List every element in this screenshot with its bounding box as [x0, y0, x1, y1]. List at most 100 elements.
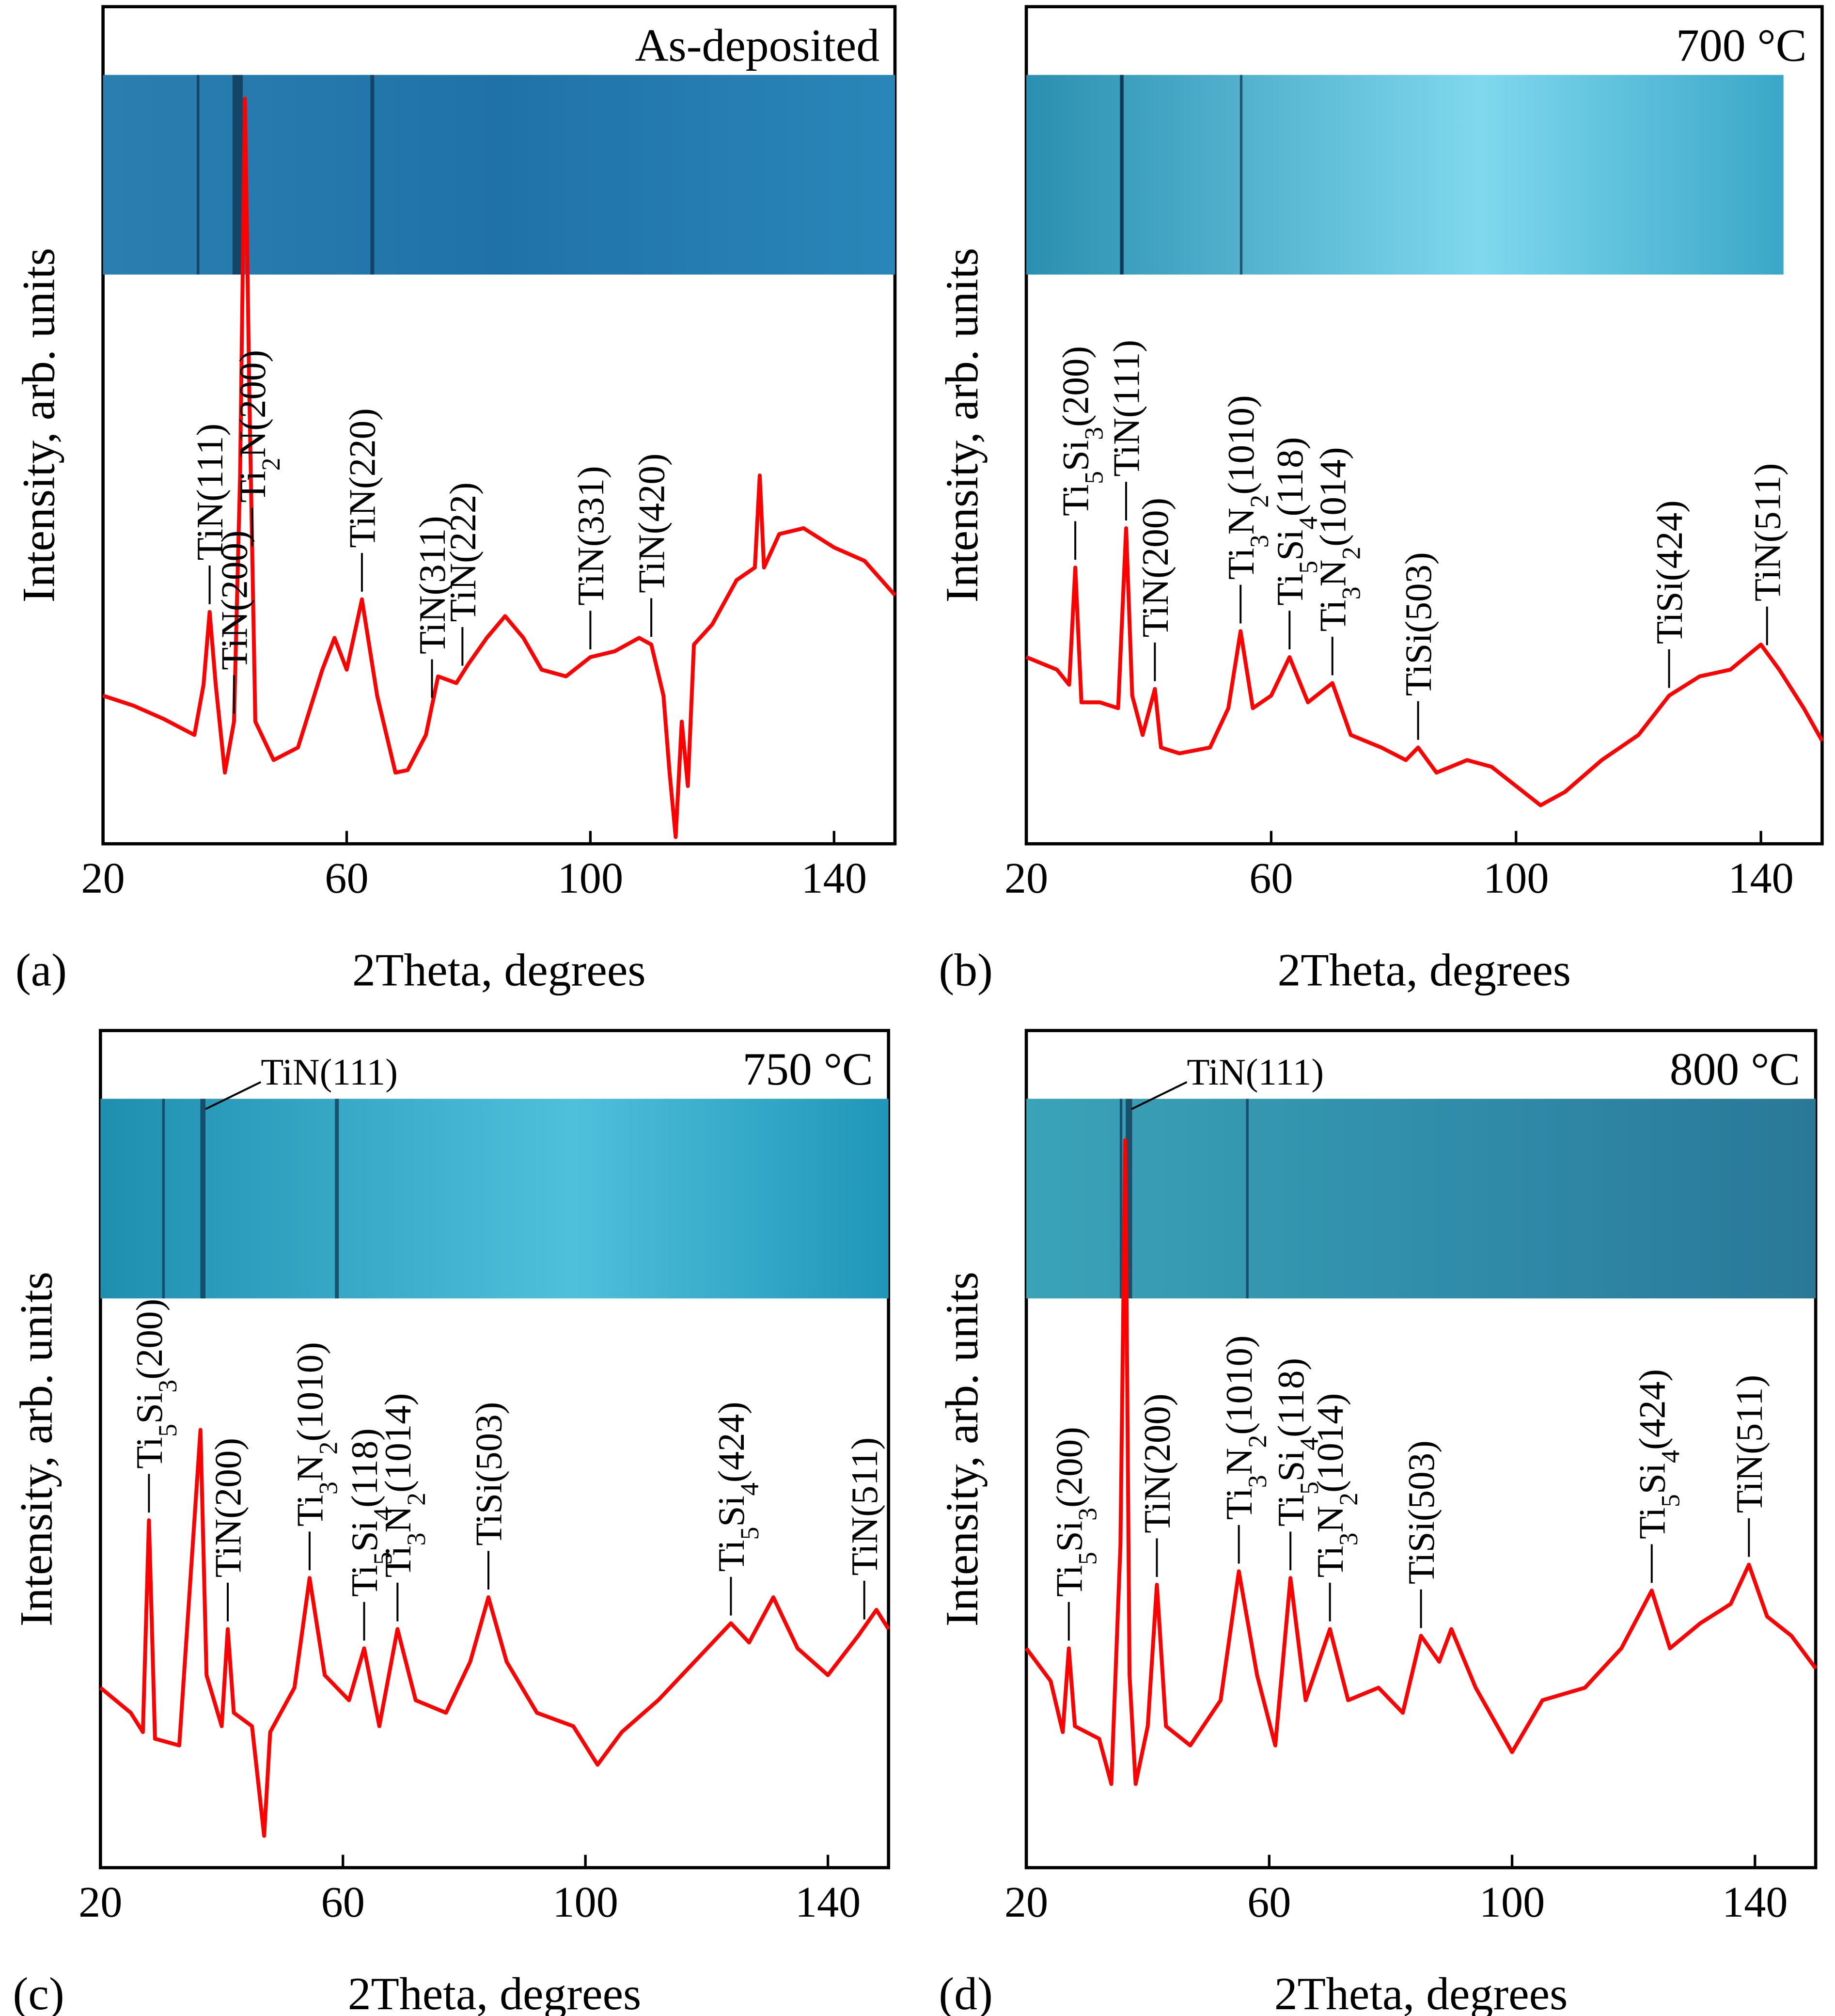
- text-run: TiN(111): [189, 424, 231, 561]
- peak-label: Ti5Si4(118): [1270, 1358, 1324, 1527]
- peak-label: TiN(331): [570, 466, 612, 605]
- text-run: Si: [710, 1496, 752, 1527]
- x-tick-label: 140: [795, 1877, 861, 1926]
- x-axis-label: 2Theta, degrees: [348, 1968, 642, 2016]
- xrd-line: [1024, 1138, 1818, 1786]
- peak-label: TiN(420): [631, 453, 673, 593]
- panel-label: (b): [939, 944, 993, 995]
- x-axis-label: 2Theta, degrees: [1277, 944, 1571, 995]
- xrd-line: [99, 1428, 891, 1838]
- text-run: Ti: [1220, 548, 1262, 580]
- peak-label: TiN(511): [1728, 1375, 1770, 1513]
- y-axis-label: Intensity, arb. units: [10, 1272, 62, 1626]
- diffraction-photo: [1026, 1099, 1816, 1299]
- text-run: N: [289, 1455, 330, 1482]
- y-axis-label: Intensity, arb. units: [936, 248, 988, 602]
- photo-label: TiN(111): [261, 1051, 398, 1093]
- subscript: 5: [1656, 1494, 1685, 1507]
- x-tick-label: 60: [325, 853, 368, 902]
- text-run: Ti: [1048, 1565, 1090, 1597]
- panel: As-deposited 20 60 100 140 2Theta, degrees (a)…: [13, 5, 897, 995]
- text-run: Ti: [377, 1546, 419, 1578]
- x-tick-label: 140: [1722, 1877, 1788, 1926]
- diffraction-photo: [100, 1099, 889, 1299]
- text-run: Si: [1631, 1463, 1673, 1494]
- text-run: TiSi(503): [1400, 1440, 1442, 1584]
- peak-label: Ti3N2(1010): [289, 1342, 343, 1527]
- subscript: 2: [1245, 495, 1274, 508]
- peak-label: TiSi(424): [1648, 500, 1690, 644]
- subscript: 4: [1294, 517, 1323, 530]
- text-run: N(200): [232, 350, 273, 458]
- text-run: (1014): [377, 1393, 419, 1493]
- peak-label: Ti3N2(1014): [1312, 447, 1365, 631]
- text-run: TiN(420): [631, 453, 673, 593]
- x-axis-label: 2Theta, degrees: [1274, 1968, 1568, 2016]
- peak-label: Ti3N2(1014): [377, 1393, 431, 1578]
- subscript: 2: [1334, 1493, 1363, 1506]
- text-run: (1014): [1309, 1393, 1351, 1493]
- panel-title: 750 °C: [742, 1043, 873, 1095]
- subscript: 5: [1073, 1552, 1102, 1565]
- peak-label: Ti5Si4(118): [1269, 437, 1323, 606]
- text-run: Ti: [1312, 599, 1353, 631]
- text-run: TiN(200): [1136, 1393, 1178, 1533]
- peak-label: TiN(220): [341, 408, 383, 548]
- panel-label: (d): [939, 1968, 993, 2016]
- text-run: Si: [1048, 1521, 1090, 1552]
- panel-title: As-deposited: [635, 19, 879, 71]
- subscript: 5: [1080, 471, 1109, 484]
- photo-arrow: [205, 1081, 262, 1110]
- peak-label: TiN(200): [1134, 498, 1176, 637]
- peak-label: Ti3N2(1010): [1220, 395, 1274, 580]
- text-run: Ti: [1055, 484, 1097, 516]
- peak-label: Ti3N2(1010): [1218, 1335, 1272, 1520]
- subscript: 3: [314, 1481, 343, 1495]
- text-run: (1010): [289, 1342, 330, 1441]
- text-run: TiN(200): [1134, 498, 1176, 637]
- subscript: 2: [314, 1442, 343, 1455]
- diffraction-photo: [1026, 75, 1784, 275]
- peak-label: TiN(111): [189, 424, 231, 561]
- text-run: TiN(331): [570, 466, 612, 605]
- text-run: TiN(311): [411, 516, 453, 654]
- peak-label: Ti5Si4(424): [1631, 1369, 1685, 1539]
- subscript: 4: [1295, 1437, 1324, 1450]
- xrd-line: [102, 96, 896, 839]
- panel-label: (c): [13, 1968, 64, 2016]
- text-run: N: [377, 1506, 419, 1533]
- text-run: TiN(511): [844, 1437, 885, 1575]
- text-run: Ti: [289, 1495, 330, 1527]
- x-tick-label: 20: [78, 1877, 122, 1926]
- peak-label: TiN(311): [411, 516, 453, 654]
- subscript: 2: [256, 457, 285, 471]
- peak-label: Ti5Si4(118): [344, 1428, 397, 1597]
- peak-label: Ti2N(200): [232, 350, 285, 503]
- text-run: TiSi(503): [1397, 552, 1439, 696]
- text-run: Ti: [1218, 1488, 1260, 1520]
- subscript: 4: [1656, 1450, 1685, 1463]
- peak-label: TiN(111): [1106, 340, 1147, 477]
- x-tick-label: 60: [1249, 853, 1293, 902]
- text-run: N: [1312, 560, 1353, 587]
- subscript: 5: [1295, 1481, 1324, 1495]
- text-run: Si: [1270, 1450, 1312, 1481]
- y-axis-label: Intensity, arb. units: [13, 248, 64, 602]
- text-run: TiN(511): [1746, 463, 1788, 601]
- text-run: TiN(200): [213, 530, 255, 670]
- subscript: 3: [1336, 586, 1365, 599]
- text-run: Ti: [1631, 1507, 1673, 1539]
- text-run: TiN(200): [207, 1438, 249, 1577]
- diffraction-photo: [103, 75, 895, 275]
- text-run: (1010): [1218, 1335, 1260, 1434]
- x-tick-label: 100: [558, 853, 624, 902]
- text-run: (118): [344, 1428, 385, 1508]
- x-tick-label: 100: [1483, 853, 1549, 902]
- text-run: TiN(222): [442, 482, 484, 622]
- text-run: TiN(511): [1728, 1375, 1770, 1513]
- x-tick-label: 100: [552, 1877, 618, 1926]
- subscript: 3: [402, 1533, 431, 1546]
- text-run: N: [1220, 508, 1262, 535]
- x-tick-label: 60: [1247, 1877, 1291, 1926]
